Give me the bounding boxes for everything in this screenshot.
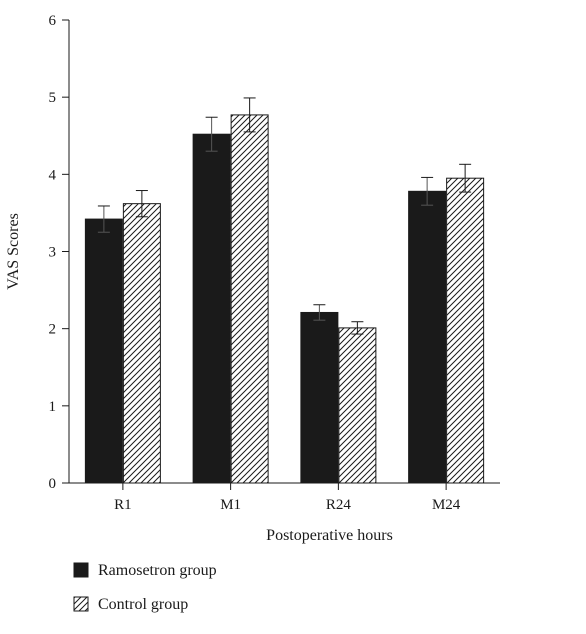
x-tick-label: R24 — [326, 497, 352, 513]
y-tick-label: 5 — [49, 90, 57, 106]
bar-control-r24 — [338, 327, 377, 484]
labels: VAS Scores Postoperative hours — [5, 213, 393, 544]
legend-swatch-ramosetron — [73, 562, 89, 578]
y-tick-label: 6 — [49, 13, 57, 29]
x-tick-label: M24 — [432, 497, 461, 513]
bar-ramosetron-r24 — [300, 311, 339, 484]
x-tick-label: R1 — [114, 497, 132, 513]
legend-swatch-control — [73, 596, 89, 612]
x-axis-label: Postoperative hours — [266, 527, 393, 544]
bar-ramosetron-m24 — [408, 190, 447, 484]
legend-label-control: Control group — [98, 596, 188, 613]
bar-control-m24 — [446, 177, 485, 484]
y-tick-label: 2 — [49, 322, 57, 338]
y-tick-label: 0 — [49, 476, 57, 492]
axes: 0 1 2 3 4 5 6 R1 M1 R24 M24 — [49, 13, 500, 513]
bar-ramosetron-r1 — [84, 218, 123, 484]
legend-label-ramosetron: Ramosetron group — [98, 562, 217, 579]
y-tick-label: 4 — [49, 167, 57, 183]
bar-control-m1 — [230, 114, 269, 484]
y-axis-label: VAS Scores — [5, 213, 22, 290]
y-tick-label: 3 — [49, 245, 57, 261]
bar-ramosetron-m1 — [192, 133, 231, 484]
y-tick-label: 1 — [49, 399, 57, 415]
x-tick-label: M1 — [220, 497, 241, 513]
bar-control-r1 — [122, 203, 161, 484]
legend: Ramosetron group Control group — [73, 562, 217, 613]
bars — [84, 97, 485, 484]
